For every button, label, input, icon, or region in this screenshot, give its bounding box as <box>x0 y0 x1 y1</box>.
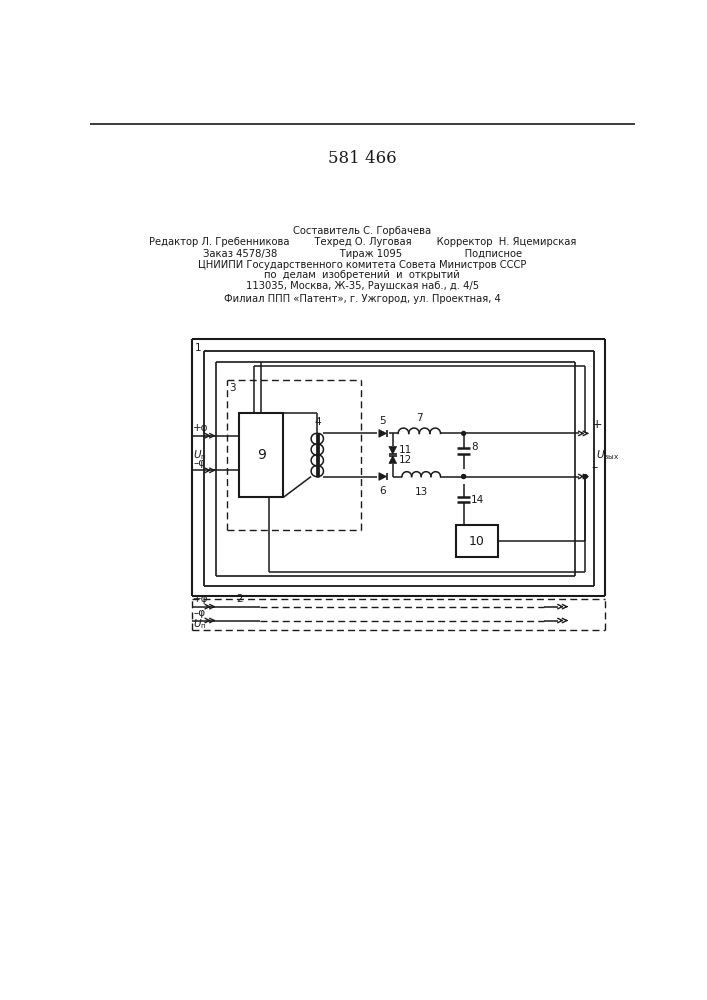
Text: 9: 9 <box>257 448 266 462</box>
Polygon shape <box>379 473 387 480</box>
Text: 1: 1 <box>195 343 201 353</box>
Text: Редактор Л. Гребенникова        Техред О. Луговая        Корректор  Н. Яцемирска: Редактор Л. Гребенникова Техред О. Лугов… <box>148 237 576 247</box>
Text: +φ: +φ <box>193 423 209 433</box>
Text: 7: 7 <box>416 413 423 423</box>
Text: 6: 6 <box>380 486 386 496</box>
Polygon shape <box>379 430 387 437</box>
Polygon shape <box>389 446 397 454</box>
Text: 12: 12 <box>399 455 412 465</box>
Text: 3: 3 <box>230 383 236 393</box>
Polygon shape <box>389 456 397 463</box>
Bar <box>239 413 284 497</box>
Text: 4: 4 <box>314 417 320 427</box>
Text: по  делам  изобретений  и  открытий: по делам изобретений и открытий <box>264 270 460 280</box>
Circle shape <box>583 475 588 478</box>
Text: 11: 11 <box>399 445 412 455</box>
Text: –φ: –φ <box>193 608 206 618</box>
Circle shape <box>462 431 465 435</box>
Text: Заказ 4578/38                    Тираж 1095                    Подписное: Заказ 4578/38 Тираж 1095 Подписное <box>203 249 522 259</box>
Text: $U_{\rm п}$: $U_{\rm п}$ <box>193 617 207 631</box>
Text: ЦНИИПИ Государственного комитета Совета Министров СССР: ЦНИИПИ Государственного комитета Совета … <box>198 260 527 270</box>
Text: –φ: –φ <box>193 458 206 468</box>
Text: 8: 8 <box>472 442 478 452</box>
Text: 14: 14 <box>472 495 484 505</box>
Text: 113035, Москва, Ж-35, Раушская наб., д. 4/5: 113035, Москва, Ж-35, Раушская наб., д. … <box>246 281 479 291</box>
Text: 10: 10 <box>469 535 485 548</box>
Text: $U_{\rm вых}$: $U_{\rm вых}$ <box>596 448 620 462</box>
Text: 5: 5 <box>380 416 386 426</box>
Bar <box>456 525 498 557</box>
Text: –: – <box>592 461 597 474</box>
Text: 13: 13 <box>414 487 428 497</box>
Text: Составитель С. Горбачева: Составитель С. Горбачева <box>293 226 431 236</box>
Circle shape <box>462 475 465 478</box>
Text: +φ: +φ <box>193 594 209 604</box>
Text: Филиал ППП «Патент», г. Ужгород, ул. Проектная, 4: Филиал ППП «Патент», г. Ужгород, ул. Про… <box>224 294 501 304</box>
Text: 2: 2 <box>236 594 243 604</box>
Text: +: + <box>592 418 602 431</box>
Circle shape <box>462 475 465 478</box>
Text: $U_{\rm п}$: $U_{\rm п}$ <box>193 448 207 462</box>
Text: 581 466: 581 466 <box>327 150 396 167</box>
